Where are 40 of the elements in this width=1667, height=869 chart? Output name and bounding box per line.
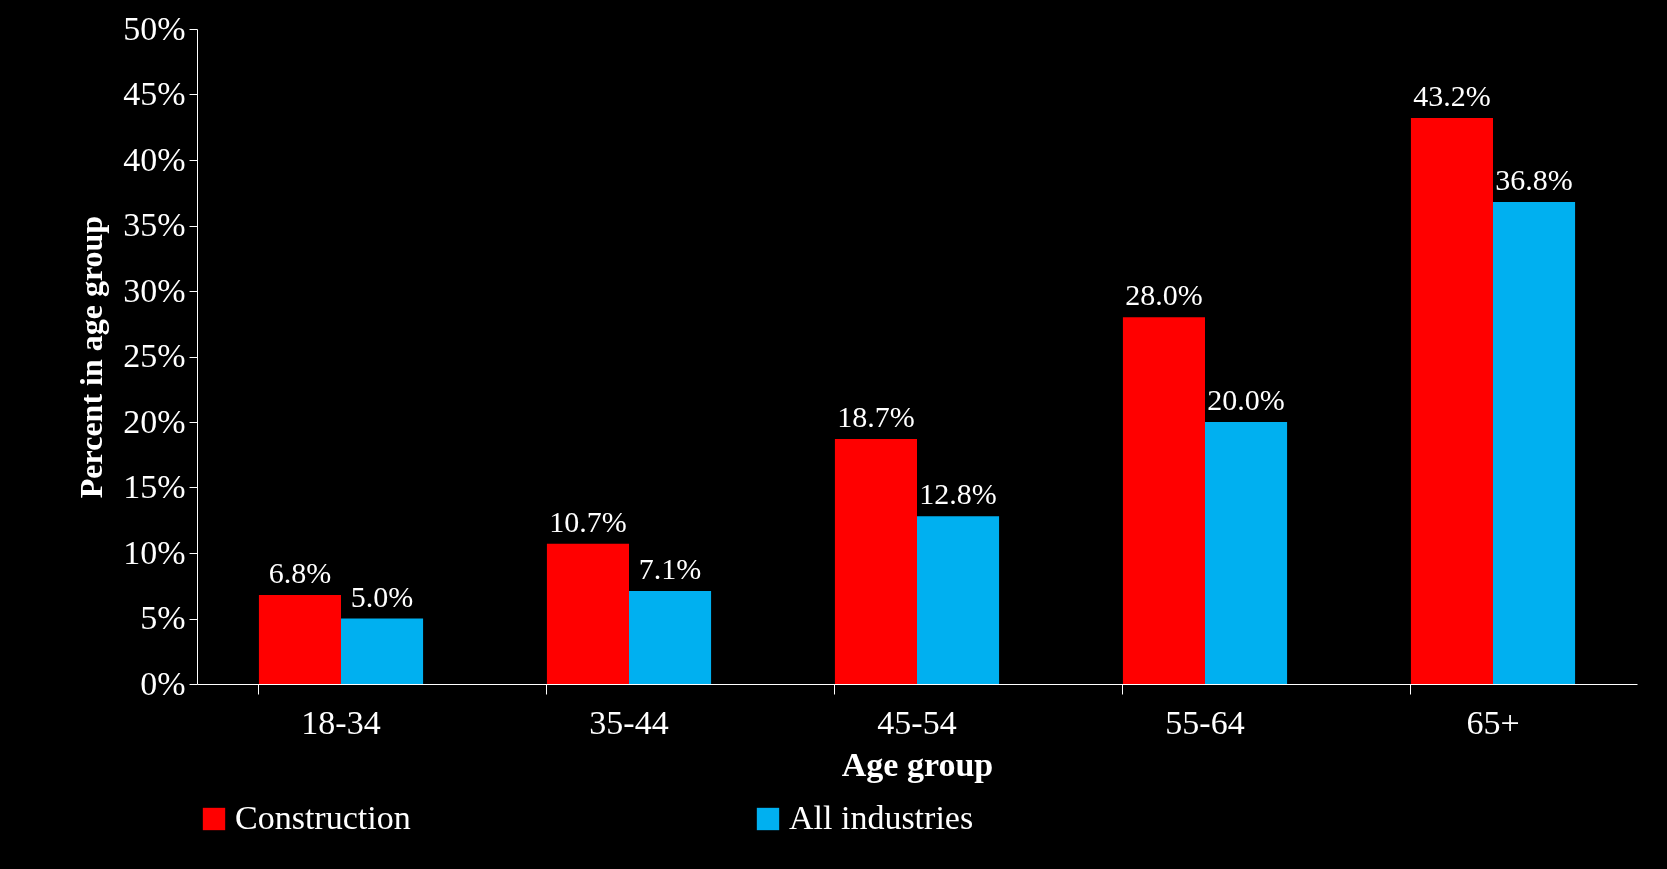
x-tick-label: 18-34 [301,703,381,741]
bar [1122,317,1205,684]
x-tick-label: 35-44 [589,703,669,741]
data-label: 28.0% [1125,278,1203,312]
data-label: 43.2% [1413,79,1491,113]
y-tick-label: 40% [123,140,186,178]
data-label: 20.0% [1207,383,1285,416]
data-label: 7.1% [638,551,702,585]
y-tick-label: 45% [123,75,186,112]
legend-label: Construction [235,799,411,836]
bar [629,590,712,684]
bar [341,618,424,684]
y-tick-label: 50% [123,9,186,47]
data-label: 36.8% [1495,162,1573,196]
bar [258,594,341,684]
bar [1410,118,1493,684]
data-label: 6.8% [268,555,332,589]
data-label: 10.7% [549,504,627,538]
y-tick-label: 5% [140,599,186,636]
data-label: 12.8% [919,477,997,511]
y-tick-label: 20% [123,402,186,440]
y-axis-title: Percent in age group [73,215,110,499]
y-tick-label: 0% [140,664,186,702]
y-tick-label: 15% [123,468,186,505]
y-tick-label: 25% [123,337,186,374]
y-tick-label: 30% [123,271,186,309]
x-tick-label: 45-54 [877,703,957,741]
data-label: 5.0% [350,579,414,613]
y-tick-label: 10% [123,533,186,571]
x-tick-label: 55-64 [1165,703,1245,741]
legend-label: All industries [789,799,974,836]
bar [1493,201,1576,684]
y-tick-label: 35% [123,206,186,243]
x-tick-label: 65+ [1466,703,1520,741]
data-label: 18.7% [837,400,915,434]
bar [834,439,917,684]
bar [917,516,1000,684]
bar [1205,422,1288,684]
x-axis-title: Age group [841,745,994,783]
bar [546,543,629,684]
